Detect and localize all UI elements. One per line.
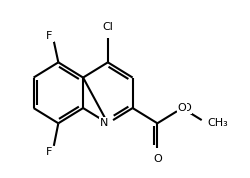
Text: O: O [153,154,162,164]
Text: F: F [46,147,53,157]
Text: CH₃: CH₃ [207,118,228,128]
Text: O: O [178,103,186,113]
Text: Cl: Cl [102,22,113,32]
Text: F: F [46,31,53,41]
Text: N: N [100,118,108,128]
Text: O: O [182,103,191,113]
